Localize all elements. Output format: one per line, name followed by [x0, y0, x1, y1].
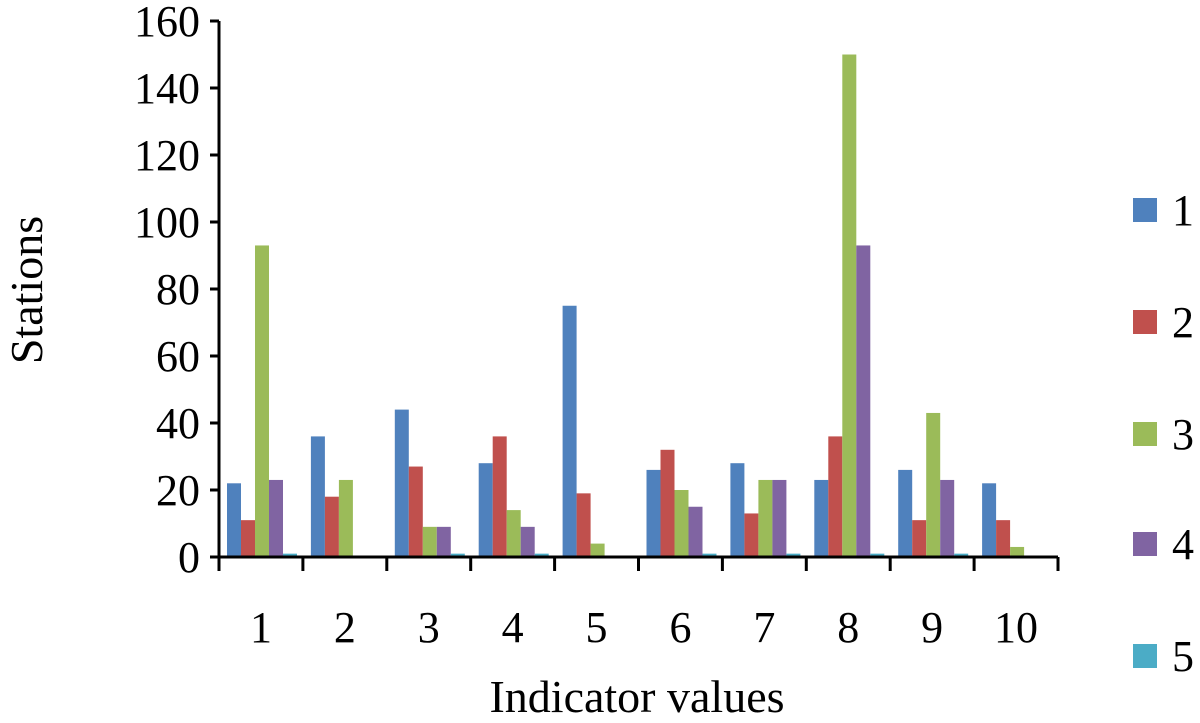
- bar-series-3-cat-8: [842, 54, 857, 557]
- y-tick-label: 40: [156, 399, 200, 448]
- y-tick-label: 140: [134, 64, 200, 113]
- x-tick-label: 3: [418, 603, 440, 652]
- bar-series-5-cat-6: [702, 553, 717, 557]
- bar-series-2-cat-8: [828, 436, 843, 557]
- x-tick-label: 2: [334, 603, 356, 652]
- bar-series-5-cat-9: [954, 553, 969, 557]
- bar-series-5-cat-4: [534, 553, 549, 557]
- bar-series-5-cat-3: [450, 553, 465, 557]
- bar-series-1-cat-2: [310, 436, 325, 557]
- bar-series-4-cat-4: [520, 526, 535, 557]
- legend-swatch-4: [1133, 532, 1157, 556]
- bar-series-1-cat-6: [646, 469, 661, 557]
- plot-area: [227, 54, 1025, 557]
- bar-series-2-cat-5: [576, 493, 591, 557]
- bar-series-3-cat-3: [422, 526, 437, 557]
- bar-series-2-cat-9: [912, 520, 927, 557]
- x-tick-label: 1: [250, 603, 272, 652]
- y-axis: 0 20 40 60 80 100 120 140 160: [134, 0, 221, 582]
- legend-label-4: 4: [1172, 520, 1194, 569]
- bar-series-4-cat-9: [940, 479, 955, 557]
- bar-series-2-cat-2: [324, 496, 339, 557]
- x-tick-label: 9: [921, 603, 943, 652]
- bar-series-5-cat-1: [283, 553, 297, 557]
- legend-swatch-3: [1133, 422, 1157, 446]
- bar-series-4-cat-6: [688, 506, 703, 557]
- y-tick-label: 20: [156, 466, 200, 515]
- y-tick-label: 80: [156, 265, 200, 314]
- bar-series-1-cat-1: [227, 483, 241, 557]
- legend-label-5: 5: [1172, 632, 1194, 681]
- bar-series-4-cat-3: [436, 526, 451, 557]
- bar-series-3-cat-4: [506, 510, 521, 557]
- bar-series-3-cat-1: [255, 245, 269, 557]
- x-tick-label: 10: [994, 603, 1038, 652]
- bar-series-3-cat-6: [674, 490, 689, 557]
- bar-series-1-cat-5: [562, 305, 577, 557]
- legend-swatch-5: [1133, 644, 1157, 668]
- x-axis-title: Indicator values: [489, 671, 784, 722]
- bar-series-3-cat-2: [338, 479, 353, 557]
- bar-series-1-cat-8: [814, 479, 829, 557]
- x-tick-label: 8: [837, 603, 859, 652]
- legend-label-1: 1: [1172, 186, 1194, 235]
- bar-series-1-cat-10: [982, 483, 997, 557]
- bar-series-1-cat-9: [898, 469, 913, 557]
- bar-series-4-cat-1: [269, 479, 283, 557]
- legend: 1 2 3 4 5: [1133, 186, 1194, 681]
- bar-series-3-cat-10: [1010, 546, 1025, 557]
- bar-series-5-cat-7: [786, 553, 801, 557]
- x-tick-label: 5: [586, 603, 608, 652]
- x-tick-label: 7: [753, 603, 775, 652]
- bar-series-1-cat-3: [394, 409, 409, 557]
- x-tick-label: 4: [502, 603, 524, 652]
- y-tick-label: 120: [134, 131, 200, 180]
- bar-series-3-cat-9: [926, 412, 941, 557]
- bar-series-2-cat-3: [408, 466, 423, 557]
- y-tick-label: 0: [178, 533, 200, 582]
- y-tick-label: 160: [134, 0, 200, 46]
- legend-label-3: 3: [1172, 410, 1194, 459]
- bar-series-2-cat-7: [744, 513, 759, 557]
- bar-series-1-cat-4: [478, 463, 493, 557]
- bar-series-2-cat-6: [660, 449, 675, 557]
- bar-series-2-cat-10: [996, 520, 1011, 557]
- bar-series-2-cat-1: [241, 520, 255, 557]
- x-tick-label: 6: [669, 603, 691, 652]
- y-tick-label: 100: [134, 198, 200, 247]
- bar-series-3-cat-5: [590, 543, 605, 557]
- legend-swatch-2: [1133, 310, 1157, 334]
- y-tick-label: 60: [156, 332, 200, 381]
- legend-label-2: 2: [1172, 298, 1194, 347]
- bar-series-4-cat-7: [772, 479, 787, 557]
- x-axis: 1 2 3 4 5 6 7 8 9 10: [217, 555, 1060, 652]
- bar-series-2-cat-4: [492, 436, 507, 557]
- legend-swatch-1: [1133, 198, 1157, 222]
- bar-series-5-cat-8: [870, 553, 885, 557]
- bar-series-3-cat-7: [758, 479, 773, 557]
- bar-series-1-cat-7: [730, 463, 745, 557]
- y-axis-title: Stations: [1, 216, 52, 364]
- bar-series-4-cat-8: [856, 245, 871, 557]
